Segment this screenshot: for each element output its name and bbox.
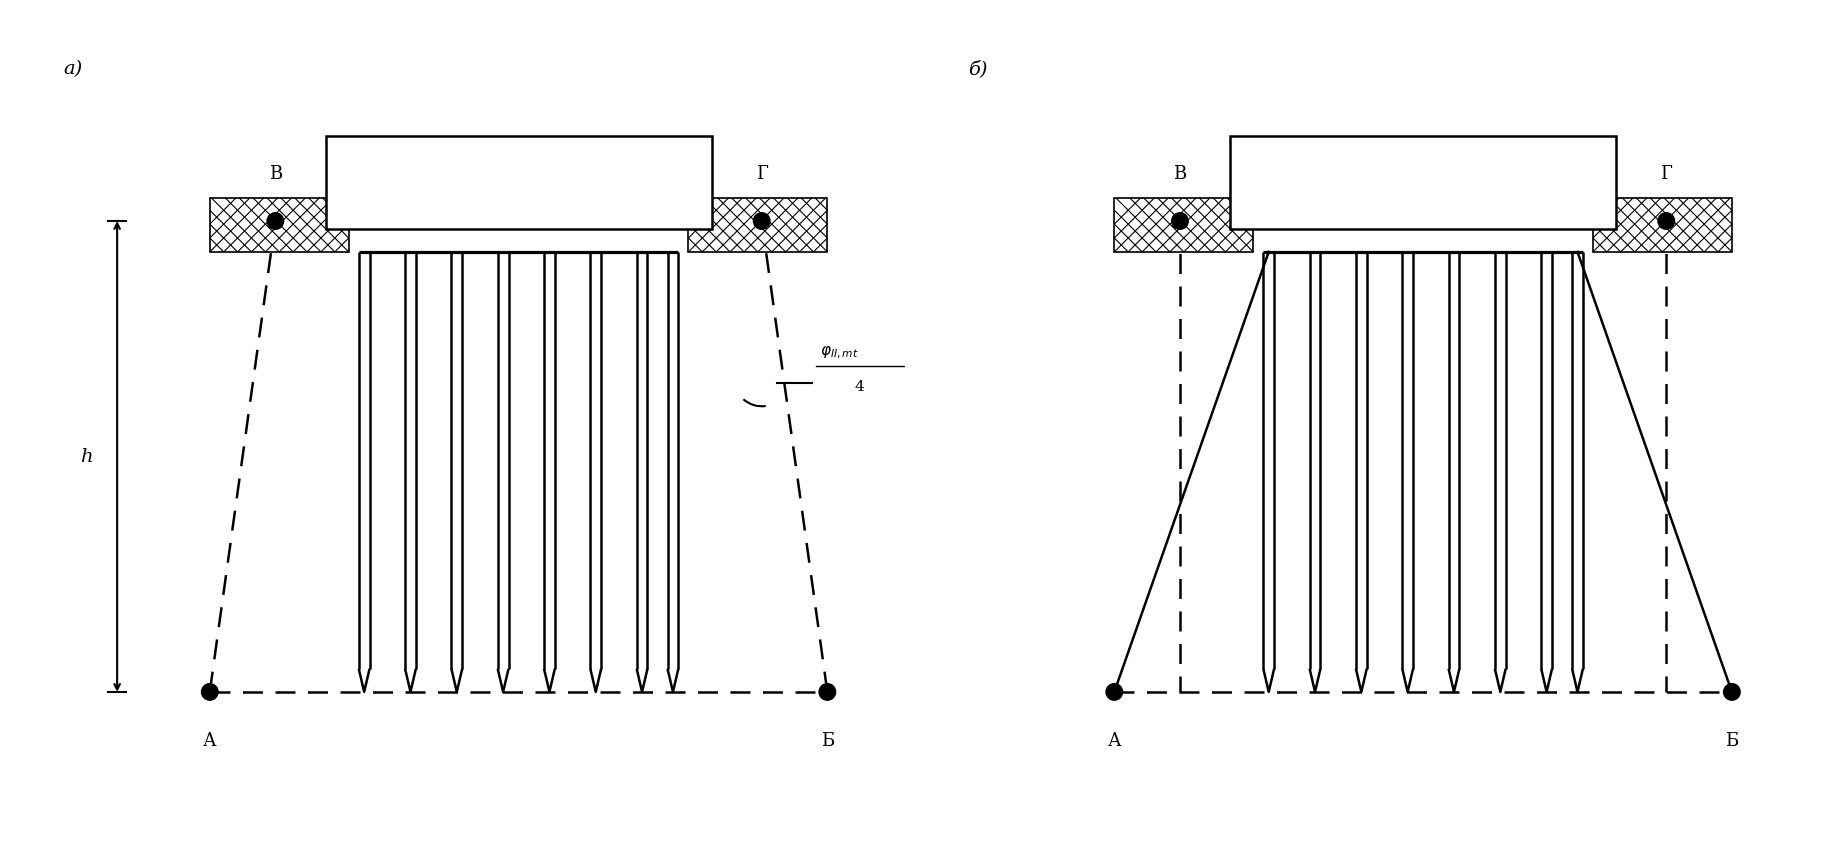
Text: А: А <box>203 731 216 749</box>
Bar <box>1115 199 1253 252</box>
Text: $\varphi_{II,mt}$: $\varphi_{II,mt}$ <box>820 345 858 361</box>
Bar <box>1593 199 1732 252</box>
Text: h: h <box>79 448 92 466</box>
Circle shape <box>268 214 282 229</box>
Circle shape <box>201 684 218 699</box>
Text: В: В <box>270 165 282 183</box>
Text: А: А <box>1108 731 1121 749</box>
Text: 4: 4 <box>855 380 864 394</box>
Circle shape <box>753 214 770 229</box>
Bar <box>1229 137 1615 229</box>
Text: а): а) <box>63 60 83 78</box>
Circle shape <box>820 684 834 699</box>
Bar <box>210 199 349 252</box>
Text: Г: Г <box>1660 165 1672 183</box>
Text: Б: Б <box>821 731 834 749</box>
Circle shape <box>1106 684 1122 699</box>
Circle shape <box>1172 214 1187 229</box>
Circle shape <box>1724 684 1739 699</box>
Text: Г: Г <box>755 165 768 183</box>
Text: В: В <box>1174 165 1187 183</box>
Text: б): б) <box>967 60 988 78</box>
Bar <box>689 199 827 252</box>
Text: Б: Б <box>1726 731 1739 749</box>
Bar <box>325 137 711 229</box>
Circle shape <box>1658 214 1674 229</box>
